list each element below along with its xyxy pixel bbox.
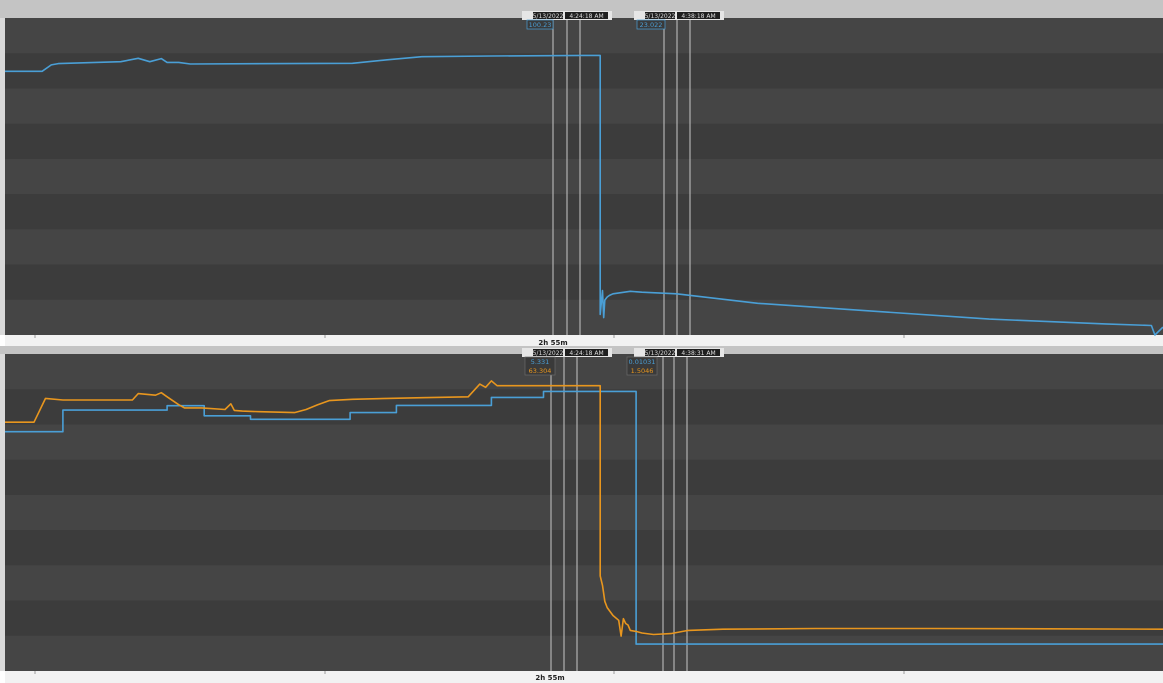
plot-band [5,194,1163,230]
bottom-plot-bands [0,354,1163,672]
plot-left-border [0,354,5,671]
plot-left-border [0,18,5,335]
top-cursor2-time-box [677,12,720,19]
plot-band [5,264,1163,301]
bottom-cursor2-time: 4:38:31 AM [681,350,715,357]
plot-band [5,635,1163,672]
top-cursor2-flag[interactable]: 5/13/2022 4:38:18 AM [634,11,724,20]
top-duration-label: 2h 55m [538,339,567,347]
plot-band [5,18,1163,54]
bottom-duration-label: 2h 55m [535,674,564,682]
top-cursor1-date: 5/13/2022 [533,13,564,20]
plot-band [5,229,1163,266]
bottom-cursor2-date-box [645,349,675,356]
top-cursor1-value: 100.23 [529,21,552,29]
bottom-cursor1-value-box: 5.331 63.304 [524,356,556,376]
plot-band [5,424,1163,461]
bottom-cursor1-time: 4:24:18 AM [569,350,603,357]
bottom-cursor1-value-orange: 63.304 [529,367,552,375]
bottom-chart-panel[interactable]: 5/13/2022 4:24:18 AM 5.331 63.304 5/13/2… [0,348,1163,683]
top-cursor1-flag[interactable]: 5/13/2022 4:24:18 AM [522,11,612,20]
top-plot-bands [0,18,1163,336]
top-axis-ticks [34,335,905,338]
bottom-cursor2-value-orange: 1.5046 [631,367,654,375]
plot-band [5,459,1163,496]
plot-band [5,600,1163,637]
bottom-cursor1-value-blue: 5.331 [531,358,550,366]
plot-band [5,299,1163,336]
top-cursor2-value-box: 23.022 [636,19,666,30]
top-cursor2-value: 23.022 [640,21,663,29]
top-cursor1-value-box: 100.23 [526,19,554,30]
bottom-cursor2-value-box: 0.01031 1.5046 [626,356,658,376]
bottom-cursor1-flag[interactable]: 5/13/2022 4:24:18 AM [522,348,612,357]
top-cursor2-time: 4:38:18 AM [681,13,715,20]
plot-band [5,354,1163,390]
bottom-cursor1-date: 5/13/2022 [533,350,564,357]
top-cursor1-time-box [565,12,608,19]
plot-band [5,494,1163,531]
bottom-cursor1-time-box [565,349,608,356]
top-cursor2-date: 5/13/2022 [645,13,676,20]
bottom-cursor2-value-blue: 0.01031 [629,358,656,366]
top-header-strip [0,0,1163,18]
bottom-cursor2-flag[interactable]: 5/13/2022 4:38:31 AM [634,348,724,357]
plot-band [5,565,1163,602]
top-cursor1-date-box [533,12,563,19]
bottom-cursor2-date: 5/13/2022 [645,350,676,357]
top-chart-panel[interactable]: 5/13/2022 4:24:18 AM 100.23 5/13/2022 4:… [0,0,1163,347]
top-cursor-lines[interactable] [552,18,691,335]
bottom-cursor2-time-box [677,349,720,356]
blue-series-line [5,390,1163,645]
bottom-series-layer [5,380,1163,645]
plot-band [5,53,1163,89]
plot-band [5,530,1163,566]
bottom-axis-strip [5,671,1163,683]
orange-series-line [5,380,1163,637]
top-cursor1-time: 4:24:18 AM [569,13,603,20]
bottom-axis-ticks [34,671,905,674]
plot-band [5,389,1163,425]
blue-series-line [5,54,1163,336]
top-axis-strip [5,335,1163,346]
bottom-cursor1-date-box [533,349,563,356]
plot-band [5,158,1163,195]
bottom-cursor-lines[interactable] [550,354,688,671]
top-cursor2-date-box [645,12,675,19]
plot-band [5,123,1163,160]
plot-band [5,88,1163,125]
top-series-layer [5,54,1163,336]
